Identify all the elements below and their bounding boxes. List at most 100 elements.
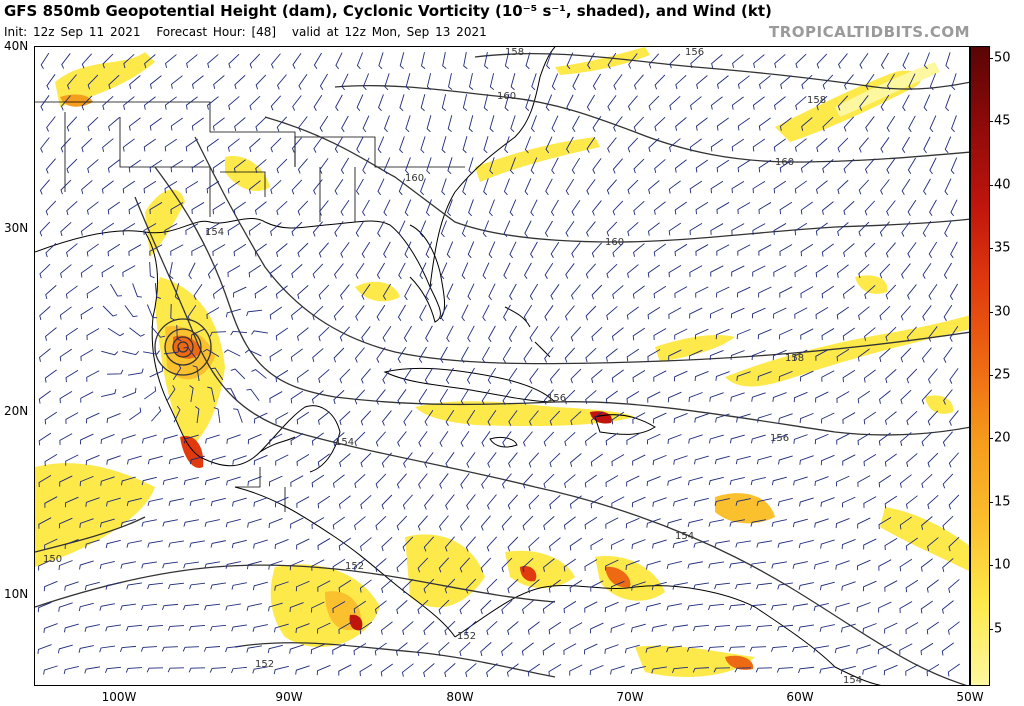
wind-barb-shaft [154, 282, 161, 300]
wind-barb [942, 431, 953, 447]
wind-barb [81, 180, 93, 194]
wind-barb-shaft [756, 540, 772, 548]
wind-barb [403, 325, 412, 343]
wind-barb-shaft [359, 579, 372, 593]
wind-barb [545, 136, 553, 154]
wind-barb [859, 53, 869, 69]
wind-barb [729, 519, 745, 527]
wind-barb [666, 603, 682, 611]
wind-barb-shaft [905, 495, 918, 509]
wind-barb-shaft [375, 431, 386, 447]
wind-barb-shaft [633, 74, 644, 90]
wind-barb-shaft [377, 220, 385, 238]
wind-barb [247, 433, 262, 445]
wind-barb [482, 262, 490, 280]
wind-barb-shaft [821, 328, 835, 341]
wind-barb-shaft [815, 307, 829, 320]
wind-barb-shaft [800, 286, 814, 298]
wind-barb-shaft [58, 602, 73, 612]
wind-barb-shaft [714, 582, 731, 590]
wind-barb [586, 221, 596, 237]
wind-barb [255, 159, 267, 174]
wind-barb-shaft [66, 116, 78, 132]
wind-barb-shaft [926, 663, 940, 677]
wind-barb-shaft [161, 646, 179, 652]
wind-barb [586, 136, 596, 153]
wind-barb [361, 284, 371, 300]
wind-barb-shaft [426, 157, 432, 175]
wind-barb [794, 349, 808, 361]
wind-barb [255, 74, 267, 90]
wind-barb-shaft [460, 430, 470, 447]
wind-barb-shaft [565, 263, 575, 279]
wind-barb [317, 538, 331, 551]
wind-barb-shaft [585, 390, 597, 404]
wind-barb-shaft [945, 52, 951, 70]
wind-barb [737, 117, 750, 131]
wind-barb [80, 391, 94, 403]
wind-barb-shaft [356, 52, 364, 70]
wind-barb-shaft [275, 327, 289, 341]
wind-barb-shaft [865, 116, 875, 132]
wind-barb-shaft [465, 663, 477, 678]
wind-barb [858, 306, 870, 320]
wind-barb [191, 117, 204, 131]
wind-barb-shaft [689, 180, 703, 194]
wind-barb-shaft [225, 561, 241, 569]
wind-barb-shaft [587, 52, 595, 70]
wind-barb-shaft [570, 453, 582, 467]
wind-barb [522, 473, 534, 489]
wind-barb-shaft [863, 496, 877, 508]
wind-barb [81, 137, 93, 153]
wind-barb [481, 473, 491, 489]
wind-barb [951, 73, 957, 91]
vorticity-band [270, 564, 380, 647]
wind-barb-shaft [654, 74, 666, 90]
wind-barb [143, 223, 157, 235]
wind-barb [503, 178, 510, 196]
wind-barb [381, 579, 393, 593]
wind-barb [338, 495, 351, 509]
wind-barb [233, 201, 246, 215]
wind-barb [949, 410, 959, 426]
wind-barb-shaft [212, 201, 226, 215]
wind-barb-shaft [191, 244, 205, 256]
wind-barb-shaft [140, 646, 158, 652]
wind-barb [501, 473, 512, 489]
colorbar-tick [989, 311, 993, 313]
wind-barb [384, 73, 390, 91]
wind-barb [863, 496, 877, 508]
wind-barb-shaft [312, 390, 324, 404]
wind-barb-shaft [707, 646, 725, 652]
wind-barb-shaft [525, 52, 531, 70]
wind-barb [945, 94, 951, 112]
wind-barb-shaft [693, 582, 709, 590]
wind-barb [942, 473, 954, 489]
wind-barb [402, 621, 414, 636]
wind-barb-shaft [289, 559, 304, 571]
wind-barb [188, 625, 206, 631]
wind-barb [564, 347, 576, 363]
wind-barb-shaft [819, 666, 835, 674]
wind-barb-shaft [774, 96, 786, 110]
wind-barb [232, 455, 247, 465]
wind-barb [923, 136, 931, 154]
wind-barb-shaft [947, 663, 960, 677]
wind-barb [864, 158, 875, 174]
wind-barb-shaft [247, 476, 262, 486]
wind-barb-shaft [566, 52, 574, 70]
wind-barb [793, 434, 808, 444]
wind-barb-shaft [611, 411, 625, 425]
wind-barb [905, 622, 919, 635]
wind-barb [80, 433, 94, 445]
wind-barb-shaft [339, 453, 351, 467]
wind-barb-shaft [296, 369, 309, 383]
wind-barb [249, 138, 261, 153]
wind-barb-shaft [551, 157, 559, 175]
wind-barb-shaft [900, 389, 912, 405]
wind-barb-shaft [489, 73, 495, 91]
wind-barb [444, 620, 456, 636]
wind-barb [928, 241, 938, 258]
south-america-coast [454, 585, 882, 685]
